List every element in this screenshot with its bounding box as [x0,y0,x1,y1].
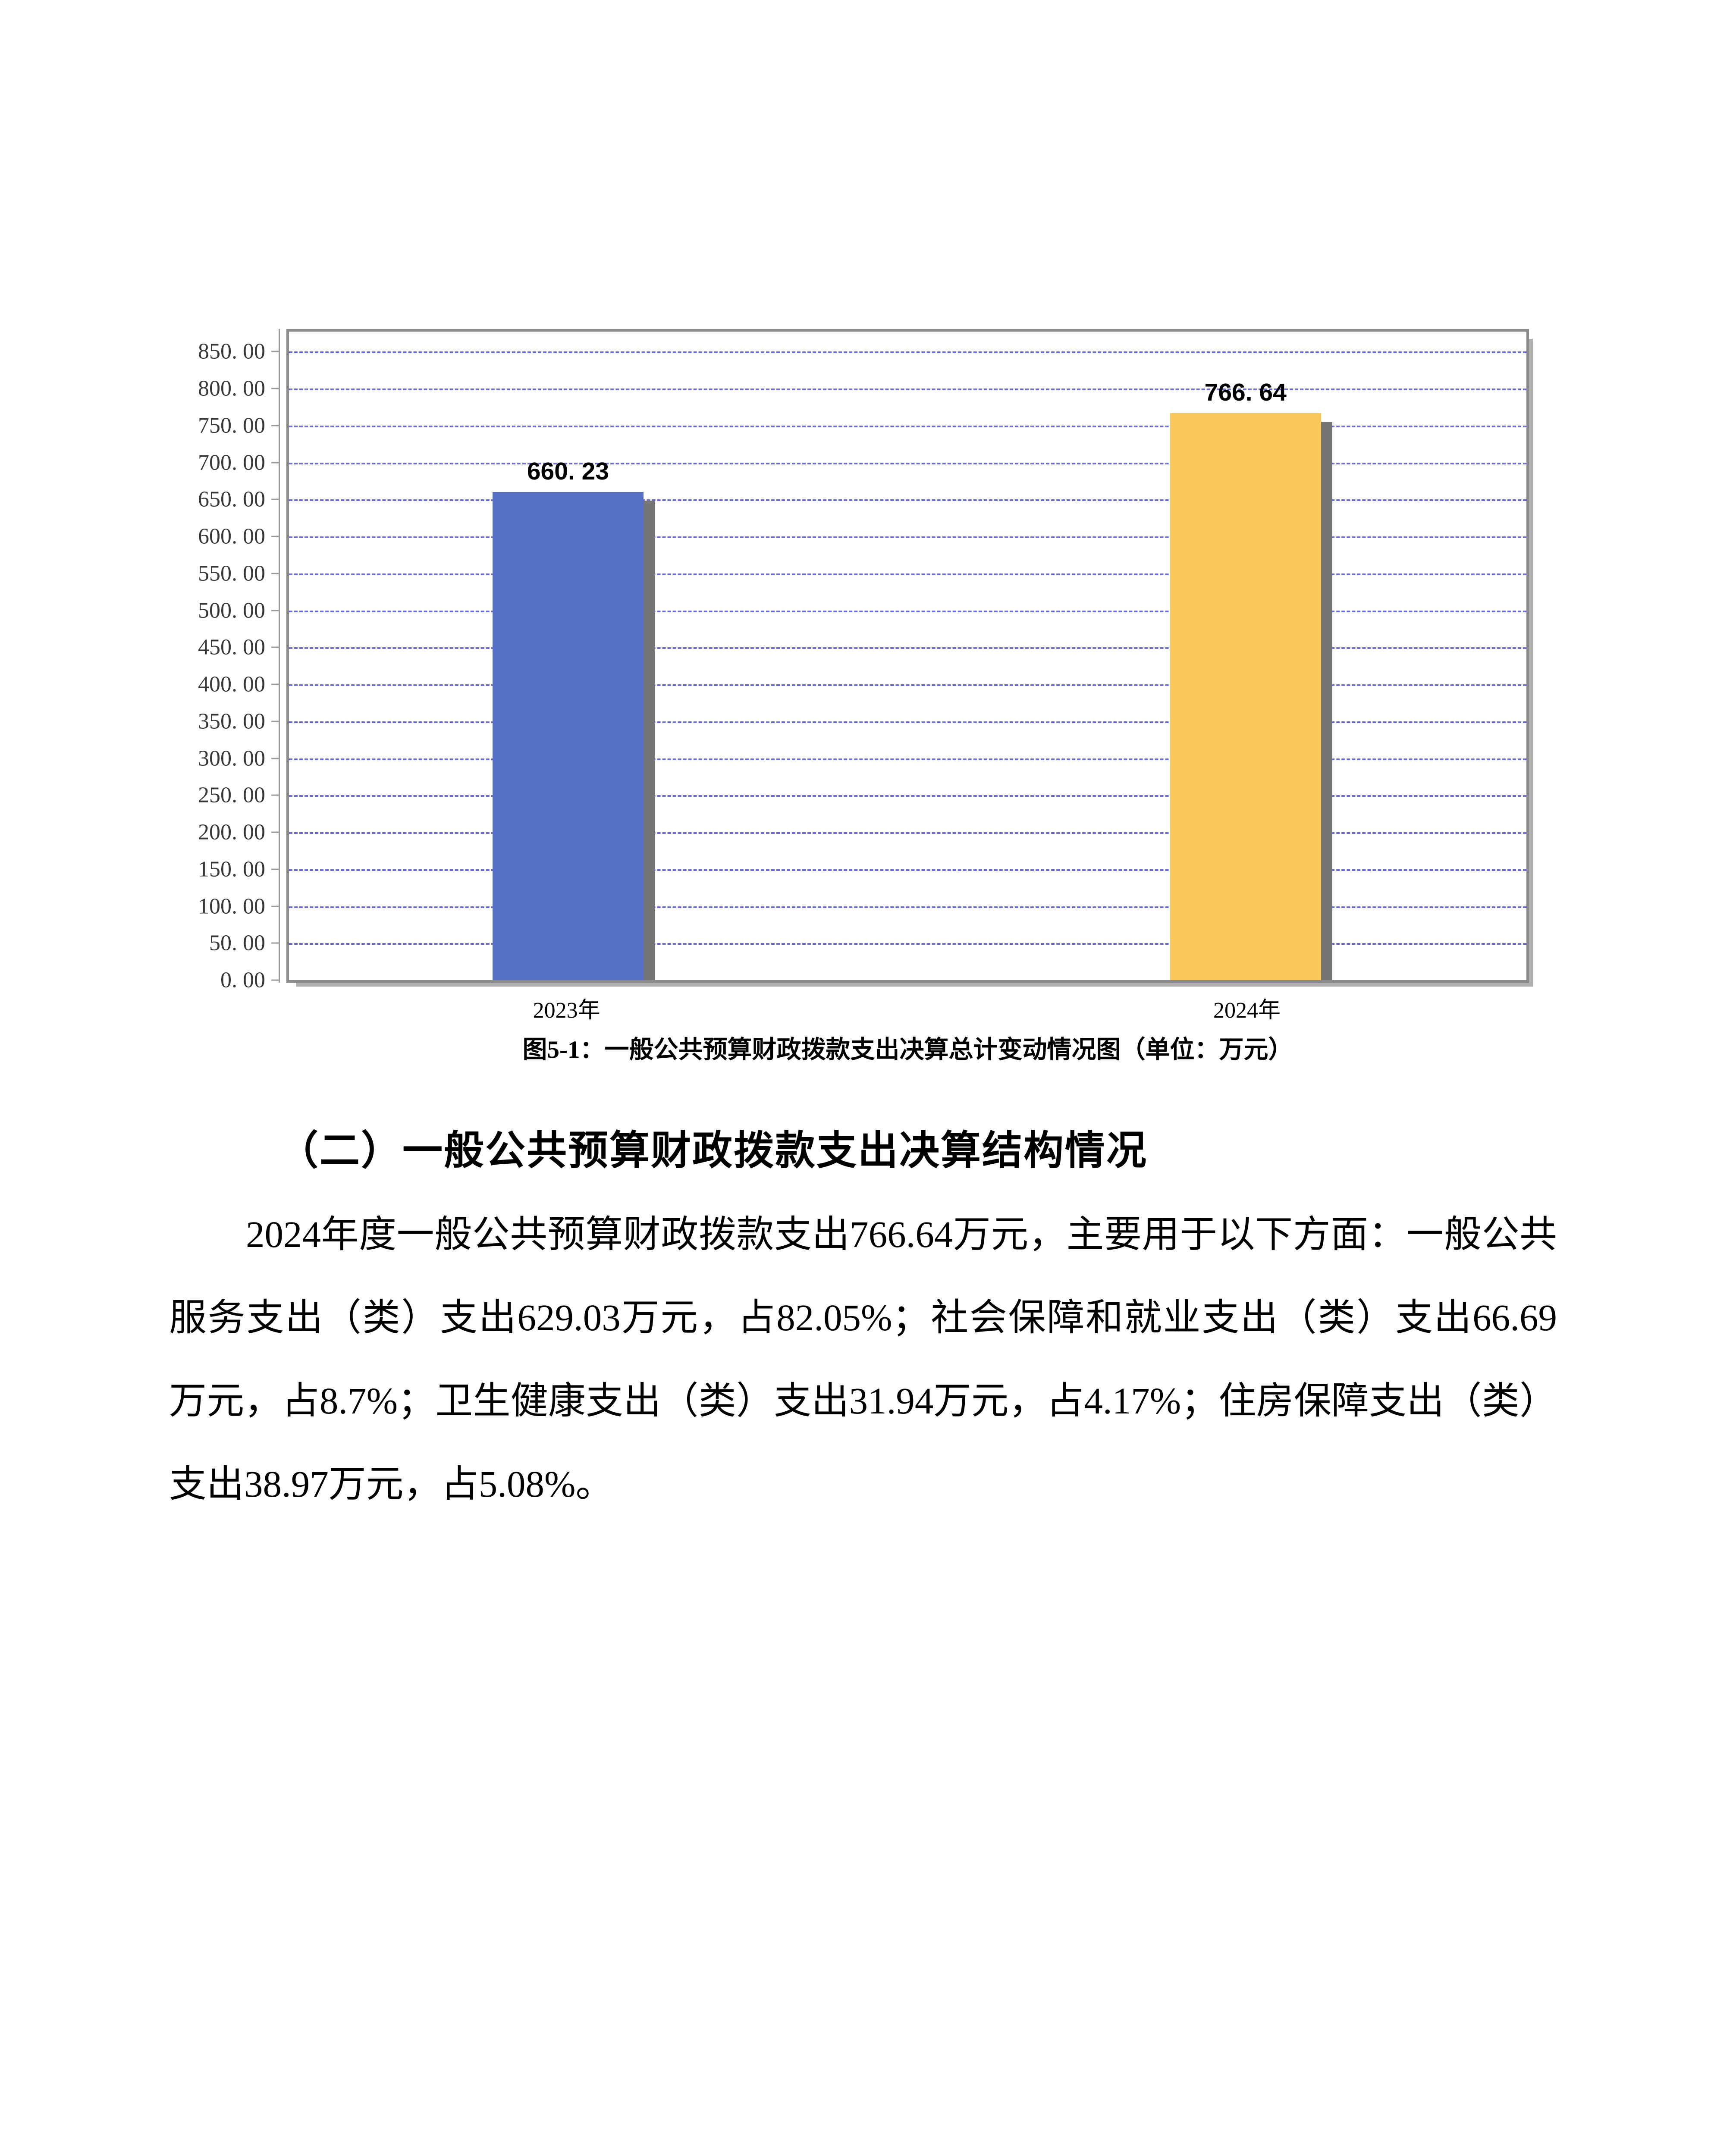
y-axis-tick [271,721,279,722]
x-axis-category-label: 2023年 [533,998,600,1023]
y-axis-tick-label: 200. 00 [198,820,265,845]
y-axis-tick-label: 0. 00 [220,968,265,993]
gridline [289,389,1526,391]
y-axis-tick-label: 350. 00 [198,709,265,734]
gridline [289,758,1526,760]
y-axis-tick-label: 250. 00 [198,783,265,808]
y-axis-tick [271,610,279,611]
y-axis-tick [271,388,279,389]
plot-area: 660. 23 766. 64 [286,329,1529,983]
y-axis-tick-label: 650. 00 [198,487,265,512]
bar-value-label: 660. 23 [527,457,609,485]
y-axis-tick [271,942,279,944]
bar-drop-shadow [643,500,655,980]
y-axis-tick [271,683,279,685]
y-axis-tick [271,831,279,833]
y-axis-ticks [271,332,279,981]
y-axis-tick [271,868,279,870]
y-axis-tick [271,462,279,464]
y-axis-tick-label: 800. 00 [198,376,265,401]
y-axis-tick [271,979,279,981]
y-axis-tick-label: 850. 00 [198,339,265,364]
y-axis-tick [271,646,279,648]
y-axis-tick [271,498,279,500]
section-heading: （二）一般公共预算财政拨款支出决算结构情况 [278,1129,1148,1173]
gridline [289,906,1526,908]
gridline [289,462,1526,464]
gridline [289,573,1526,575]
gridline [289,351,1526,354]
bar-drop-shadow [1321,422,1332,980]
x-axis-category-label: 2024年 [1213,998,1281,1023]
chart-caption: 图5-1：一般公共预算财政拨款支出决算总计变动情况图（单位：万元） [522,1036,1293,1063]
y-axis-tick-label: 550. 00 [198,561,265,586]
gridline [289,795,1526,797]
gridline [289,684,1526,686]
y-axis-tick-label: 100. 00 [198,894,265,918]
y-axis-tick-labels: 850. 00 800. 00 750. 00 700. 00 650. 00 600. … [129,332,265,993]
bar-2024年: 766. 64 [1170,379,1332,980]
y-axis-tick [271,351,279,352]
gridline [289,721,1526,723]
y-axis-line [279,329,280,983]
y-axis-tick [271,425,279,426]
bar-value-label: 766. 64 [1204,379,1287,407]
y-axis-tick [271,758,279,759]
y-axis-tick-label: 50. 00 [209,931,265,956]
gridline [289,536,1526,539]
y-axis-tick [271,573,279,574]
gridline [289,869,1526,871]
gridline [289,499,1526,501]
gridline [289,943,1526,945]
gridline [289,425,1526,427]
y-axis-tick-label: 450. 00 [198,635,265,660]
body-paragraph: 2024年度一般公共预算财政拨款支出766.64万元，主要用于以下方面：一般公共… [169,1213,1557,1505]
gridline [289,647,1526,649]
y-axis-tick [271,536,279,537]
y-axis-tick [271,906,279,907]
bar-2023年: 660. 23 [492,458,655,980]
y-axis-tick-label: 600. 00 [198,524,265,549]
gridline [289,832,1526,834]
y-axis-tick-label: 500. 00 [198,598,265,623]
x-axis-category-labels: 2023年 2024年 [286,992,1529,1026]
y-axis-tick-label: 400. 00 [198,672,265,697]
y-axis-tick-label: 750. 00 [198,413,265,438]
y-axis-tick-label: 150. 00 [198,857,265,882]
gridline [289,610,1526,612]
y-axis-tick [271,794,279,796]
y-axis-tick-label: 700. 00 [198,450,265,475]
y-axis-tick-label: 300. 00 [198,746,265,771]
